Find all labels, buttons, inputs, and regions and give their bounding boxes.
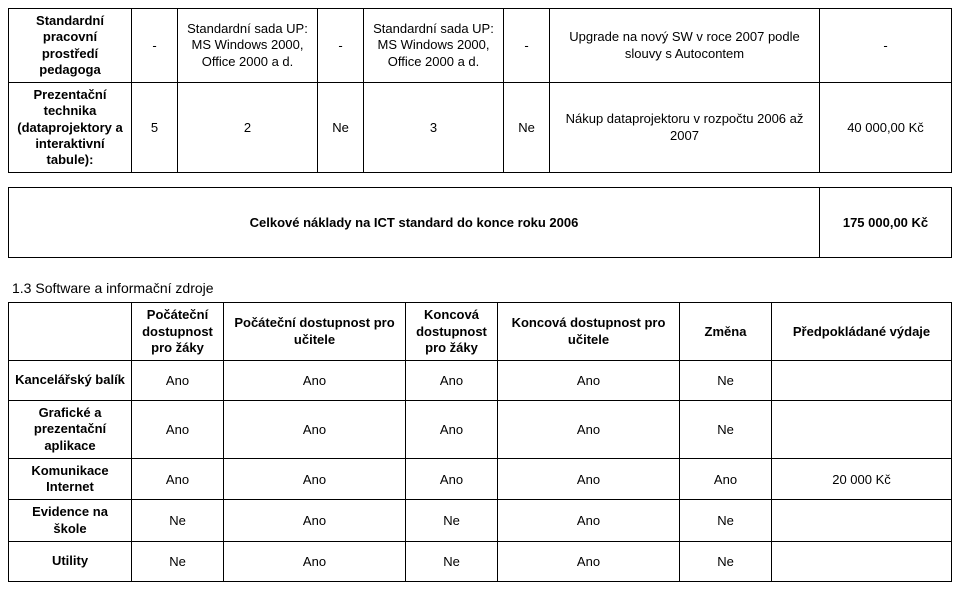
cell: 20 000 Kč (772, 458, 952, 500)
cell: Upgrade na nový SW v roce 2007 podle slo… (550, 9, 820, 83)
cell: - (504, 9, 550, 83)
cell: Ano (498, 401, 680, 459)
cell: Ne (132, 541, 224, 581)
table-row: Evidence na škole Ne Ano Ne Ano Ne (9, 500, 952, 542)
header-cell: Počáteční dostupnost pro učitele (224, 303, 406, 361)
table-row: Kancelářský balík Ano Ano Ano Ano Ne (9, 361, 952, 401)
cell: Ano (498, 458, 680, 500)
cell: Ano (224, 541, 406, 581)
cell: Ne (318, 83, 364, 173)
table-row: Prezentační technika (dataprojektory a i… (9, 83, 952, 173)
cell: 3 (364, 83, 504, 173)
cell: Ano (224, 458, 406, 500)
table-header-row: Počáteční dostupnost pro žáky Počáteční … (9, 303, 952, 361)
cell: - (820, 9, 952, 83)
cell: Ne (132, 500, 224, 542)
cell: Ano (406, 401, 498, 459)
cell: Ano (132, 401, 224, 459)
cell: 2 (178, 83, 318, 173)
cell (772, 361, 952, 401)
cell: Ano (224, 401, 406, 459)
ict-table-upper: Standardní pracovní prostředí pedagoga -… (8, 8, 952, 173)
cell: Nákup dataprojektoru v rozpočtu 2006 až … (550, 83, 820, 173)
cell: Ano (498, 541, 680, 581)
cell: 5 (132, 83, 178, 173)
header-cell (9, 303, 132, 361)
cell (772, 401, 952, 459)
cell: Ne (504, 83, 550, 173)
table-row: Komunikace Internet Ano Ano Ano Ano Ano … (9, 458, 952, 500)
summary-value: 175 000,00 Kč (820, 188, 952, 258)
cell: Ne (680, 500, 772, 542)
cell: Kancelářský balík (9, 361, 132, 401)
cell: Ne (680, 541, 772, 581)
cell: Ano (132, 361, 224, 401)
table-row: Utility Ne Ano Ne Ano Ne (9, 541, 952, 581)
cell: Ne (680, 401, 772, 459)
cell: Utility (9, 541, 132, 581)
cell: Ano (498, 500, 680, 542)
table-row: Grafické a prezentační aplikace Ano Ano … (9, 401, 952, 459)
header-cell: Změna (680, 303, 772, 361)
header-cell: Koncová dostupnost pro učitele (498, 303, 680, 361)
cell: Standardní sada UP: MS Windows 2000, Off… (178, 9, 318, 83)
cell: - (318, 9, 364, 83)
header-cell: Koncová dostupnost pro žáky (406, 303, 498, 361)
cell (772, 500, 952, 542)
cell: Ano (680, 458, 772, 500)
cell: Standardní sada UP: MS Windows 2000, Off… (364, 9, 504, 83)
cell: Ano (498, 361, 680, 401)
cell (772, 541, 952, 581)
cell: - (132, 9, 178, 83)
table-row: Standardní pracovní prostředí pedagoga -… (9, 9, 952, 83)
cell: Ne (680, 361, 772, 401)
cell: Prezentační technika (dataprojektory a i… (9, 83, 132, 173)
cell: Komunikace Internet (9, 458, 132, 500)
cell: Ano (132, 458, 224, 500)
cell: Ano (406, 361, 498, 401)
spacer-table (8, 173, 951, 187)
summary-row: Celkové náklady na ICT standard do konce… (8, 187, 952, 258)
section-title: 1.3 Software a informační zdroje (12, 280, 951, 296)
cell: Grafické a prezentační aplikace (9, 401, 132, 459)
software-table: Počáteční dostupnost pro žáky Počáteční … (8, 302, 952, 582)
cell: Ne (406, 500, 498, 542)
cell: Ano (224, 500, 406, 542)
cell: Evidence na škole (9, 500, 132, 542)
cell: Standardní pracovní prostředí pedagoga (9, 9, 132, 83)
cell: 40 000,00 Kč (820, 83, 952, 173)
header-cell: Předpokládané výdaje (772, 303, 952, 361)
cell: Ano (224, 361, 406, 401)
cell: Ano (406, 458, 498, 500)
summary-label: Celkové náklady na ICT standard do konce… (9, 188, 820, 258)
header-cell: Počáteční dostupnost pro žáky (132, 303, 224, 361)
cell: Ne (406, 541, 498, 581)
